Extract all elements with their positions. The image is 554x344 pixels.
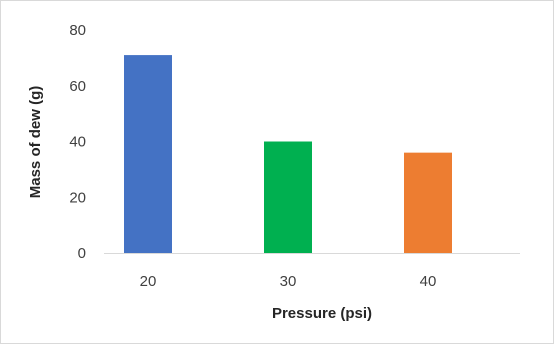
y-tick-label: 40 [69,134,86,151]
y-axis-title: Mass of dew (g) [27,86,44,199]
bar-series [124,55,452,254]
x-tick-labels: 20 30 40 [140,273,437,290]
y-tick-label: 60 [69,78,86,95]
y-tick-label: 0 [78,245,86,262]
x-tick-label: 30 [280,273,297,290]
y-tick-label: 80 [69,22,86,39]
x-tick-label: 40 [420,273,437,290]
bar-30 [264,141,312,253]
y-tick-labels: 0 20 40 60 80 [69,22,86,262]
bar-40 [404,152,452,253]
bar-20 [124,55,172,254]
y-tick-label: 20 [69,189,86,206]
x-tick-label: 20 [140,273,157,290]
x-axis-title: Pressure (psi) [272,305,372,322]
